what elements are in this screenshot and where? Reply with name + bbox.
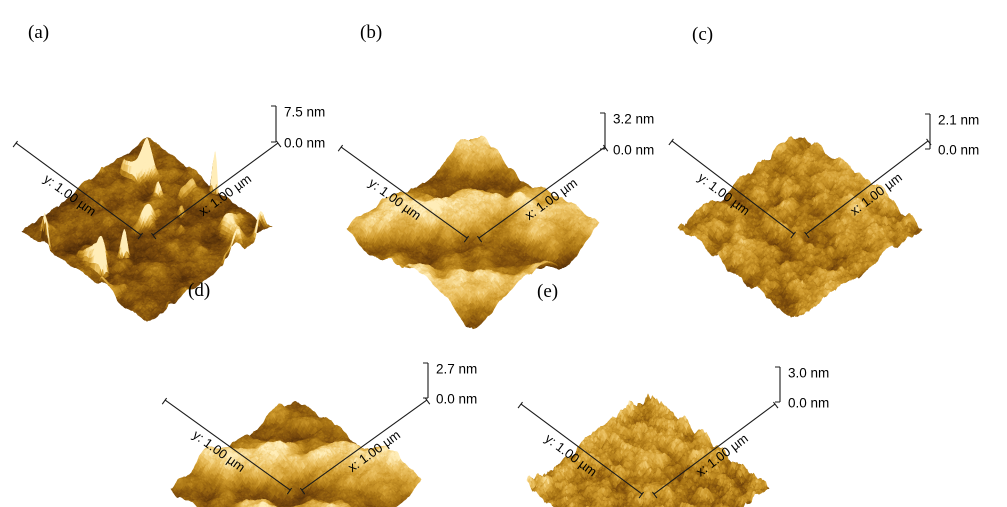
afm-3d-surfaces-canvas xyxy=(0,0,1007,507)
afm-figure: (a) y: 1.00 µm x: 1.00 µm 7.5 nm 0.0 nm … xyxy=(0,0,1007,507)
